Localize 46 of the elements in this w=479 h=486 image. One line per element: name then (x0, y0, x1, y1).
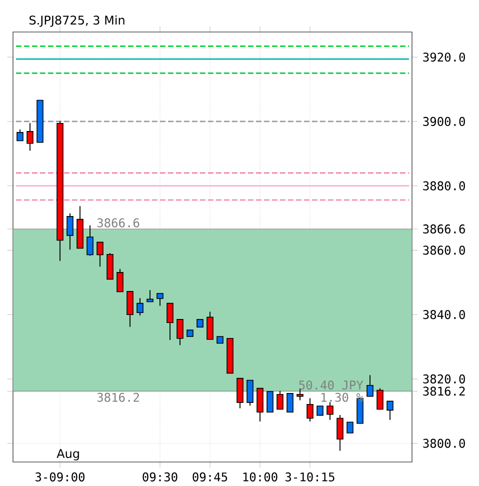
candlestick (176, 318, 184, 346)
candlestick (206, 311, 214, 340)
x-tick-label: 3-09:00 (36, 472, 84, 482)
candlestick (346, 422, 354, 434)
candlestick (246, 380, 254, 406)
candlestick (326, 402, 334, 420)
annotation: 3816.2 (97, 392, 139, 402)
candlestick (316, 406, 324, 416)
chart-title: S.JPJ8725, 3 Min (30, 15, 124, 27)
x-tick-label: 10:00 (243, 472, 278, 482)
candlestick (166, 302, 174, 340)
candlestick (366, 374, 374, 397)
annotation: 1.30 % (322, 392, 364, 402)
y-tick-label: 3816.2 (423, 386, 465, 396)
y-tick-label: 3840.0 (423, 310, 465, 320)
candlestick (16, 129, 24, 142)
candlestick (86, 224, 94, 256)
x-tick-label: 3-10:15 (286, 472, 334, 482)
y-tick-label: 3866.6 (423, 224, 465, 234)
candlestick (286, 393, 294, 413)
x-tick-label: 09:45 (192, 472, 228, 482)
candlestick (276, 390, 284, 410)
candlestick (26, 122, 34, 152)
candlestick (136, 298, 144, 316)
candlestick (386, 400, 394, 420)
y-tick-label: 3920.0 (423, 52, 465, 62)
candlestick (146, 290, 154, 302)
candlestick (306, 398, 314, 422)
y-tick-label: 3820.0 (423, 374, 465, 384)
annotation: Aug (56, 449, 79, 460)
candlestick (96, 242, 104, 268)
annotation: 3866.6 (97, 218, 140, 228)
candlestick (156, 292, 164, 306)
candlestick (116, 268, 124, 292)
y-tick-label: 3860.0 (423, 246, 465, 255)
candlestick (66, 212, 74, 250)
candlestick (336, 414, 344, 452)
y-tick-label: 3880.0 (423, 181, 465, 190)
candlestick (256, 388, 264, 422)
y-tick-label: 3900.0 (423, 116, 465, 126)
x-tick-label: 09:30 (142, 472, 178, 482)
candlestick (126, 290, 134, 328)
annotation: 50.40 JPY (299, 380, 364, 390)
candlestick (376, 388, 384, 410)
candlestick (266, 391, 274, 413)
y-tick-label: 3800.0 (423, 438, 465, 448)
